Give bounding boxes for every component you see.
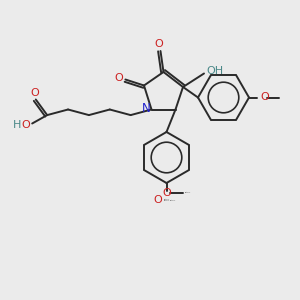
Text: H: H xyxy=(13,120,21,130)
Text: O: O xyxy=(114,73,123,83)
Text: O: O xyxy=(154,39,164,50)
Text: methoxy: methoxy xyxy=(170,200,176,201)
Text: OH: OH xyxy=(207,65,224,76)
Text: N: N xyxy=(142,101,151,115)
Text: O: O xyxy=(162,188,171,198)
Text: methoxy: methoxy xyxy=(164,199,169,200)
Text: O: O xyxy=(21,120,30,130)
Text: methoxy: methoxy xyxy=(164,200,170,201)
Text: O: O xyxy=(154,195,163,206)
Text: methoxy: methoxy xyxy=(185,192,191,193)
Text: O: O xyxy=(260,92,269,103)
Text: O: O xyxy=(30,88,39,98)
